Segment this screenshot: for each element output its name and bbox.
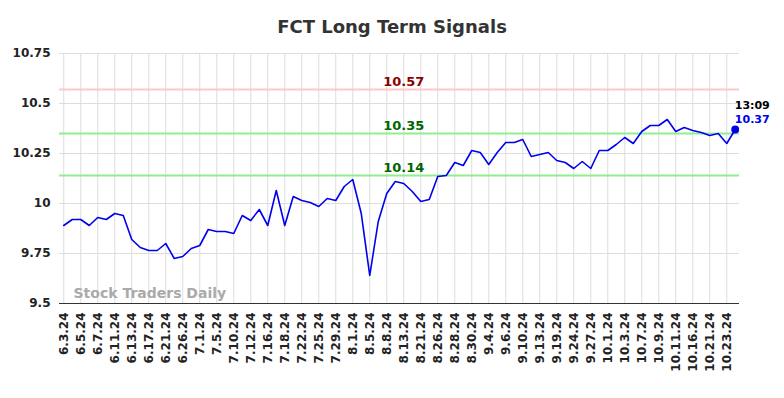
- svg-text:10.14: 10.14: [383, 160, 424, 175]
- svg-text:7.10.24: 7.10.24: [227, 313, 241, 364]
- svg-text:8.30.24: 8.30.24: [465, 313, 479, 364]
- svg-text:10.7.24: 10.7.24: [635, 313, 649, 364]
- svg-text:10: 10: [34, 196, 51, 210]
- svg-text:6.5.24: 6.5.24: [74, 313, 88, 356]
- svg-text:7.18.24: 7.18.24: [278, 313, 292, 364]
- html-text:FCT Long Term Signals: FCT Long Term Signals: [277, 16, 507, 37]
- svg-text:6.7.24: 6.7.24: [91, 313, 105, 356]
- svg-text:9.6.24: 9.6.24: [499, 313, 513, 356]
- svg-text:10.57: 10.57: [383, 74, 424, 89]
- svg-text:10.9.24: 10.9.24: [652, 313, 666, 364]
- svg-text:7.5.24: 7.5.24: [210, 313, 224, 356]
- svg-text:6.26.24: 6.26.24: [176, 313, 190, 364]
- svg-text:8.21.24: 8.21.24: [414, 313, 428, 364]
- svg-text:10.75: 10.75: [13, 46, 51, 60]
- svg-text:8.8.24: 8.8.24: [380, 313, 394, 356]
- svg-text:9.27.24: 9.27.24: [584, 313, 598, 364]
- svg-text:7.1.24: 7.1.24: [193, 313, 207, 356]
- svg-text:8.1.24: 8.1.24: [346, 313, 360, 356]
- svg-text:9.13.24: 9.13.24: [533, 313, 547, 364]
- svg-text:6.11.24: 6.11.24: [108, 313, 122, 364]
- svg-text:10.37: 10.37: [735, 113, 770, 126]
- svg-text:9.75: 9.75: [21, 246, 51, 260]
- svg-text:8.26.24: 8.26.24: [431, 313, 445, 364]
- svg-text:10.11.24: 10.11.24: [669, 313, 683, 372]
- svg-text:10.25: 10.25: [13, 146, 51, 160]
- svg-text:9.19.24: 9.19.24: [550, 313, 564, 364]
- svg-text:10.21.24: 10.21.24: [703, 313, 717, 372]
- svg-text:10.16.24: 10.16.24: [686, 313, 700, 372]
- svg-text:10.1.24: 10.1.24: [601, 313, 615, 364]
- svg-text:7.16.24: 7.16.24: [261, 313, 275, 364]
- svg-text:8.5.24: 8.5.24: [363, 313, 377, 356]
- svg-text:8.28.24: 8.28.24: [448, 313, 462, 364]
- svg-text:9.24.24: 9.24.24: [567, 313, 581, 364]
- svg-text:9.4.24: 9.4.24: [482, 313, 496, 356]
- svg-text:Stock Traders Daily: Stock Traders Daily: [74, 285, 227, 301]
- svg-text:9.10.24: 9.10.24: [516, 313, 530, 364]
- svg-text:7.29.24: 7.29.24: [329, 313, 343, 364]
- svg-text:10.35: 10.35: [383, 118, 424, 133]
- svg-text:10.5: 10.5: [21, 96, 51, 110]
- svg-text:7.25.24: 7.25.24: [312, 313, 326, 364]
- svg-text:7.12.24: 7.12.24: [244, 313, 258, 364]
- svg-text:13:09: 13:09: [735, 99, 770, 112]
- svg-text:6.3.24: 6.3.24: [57, 313, 71, 356]
- svg-text:6.13.24: 6.13.24: [125, 313, 139, 364]
- svg-text:7.22.24: 7.22.24: [295, 313, 309, 364]
- svg-text:6.17.24: 6.17.24: [142, 313, 156, 364]
- svg-text:10.23.24: 10.23.24: [720, 313, 734, 372]
- svg-text:10.3.24: 10.3.24: [618, 313, 632, 364]
- svg-text:8.13.24: 8.13.24: [397, 313, 411, 364]
- svg-text:6.21.24: 6.21.24: [159, 313, 173, 364]
- svg-text:9.5: 9.5: [29, 296, 50, 310]
